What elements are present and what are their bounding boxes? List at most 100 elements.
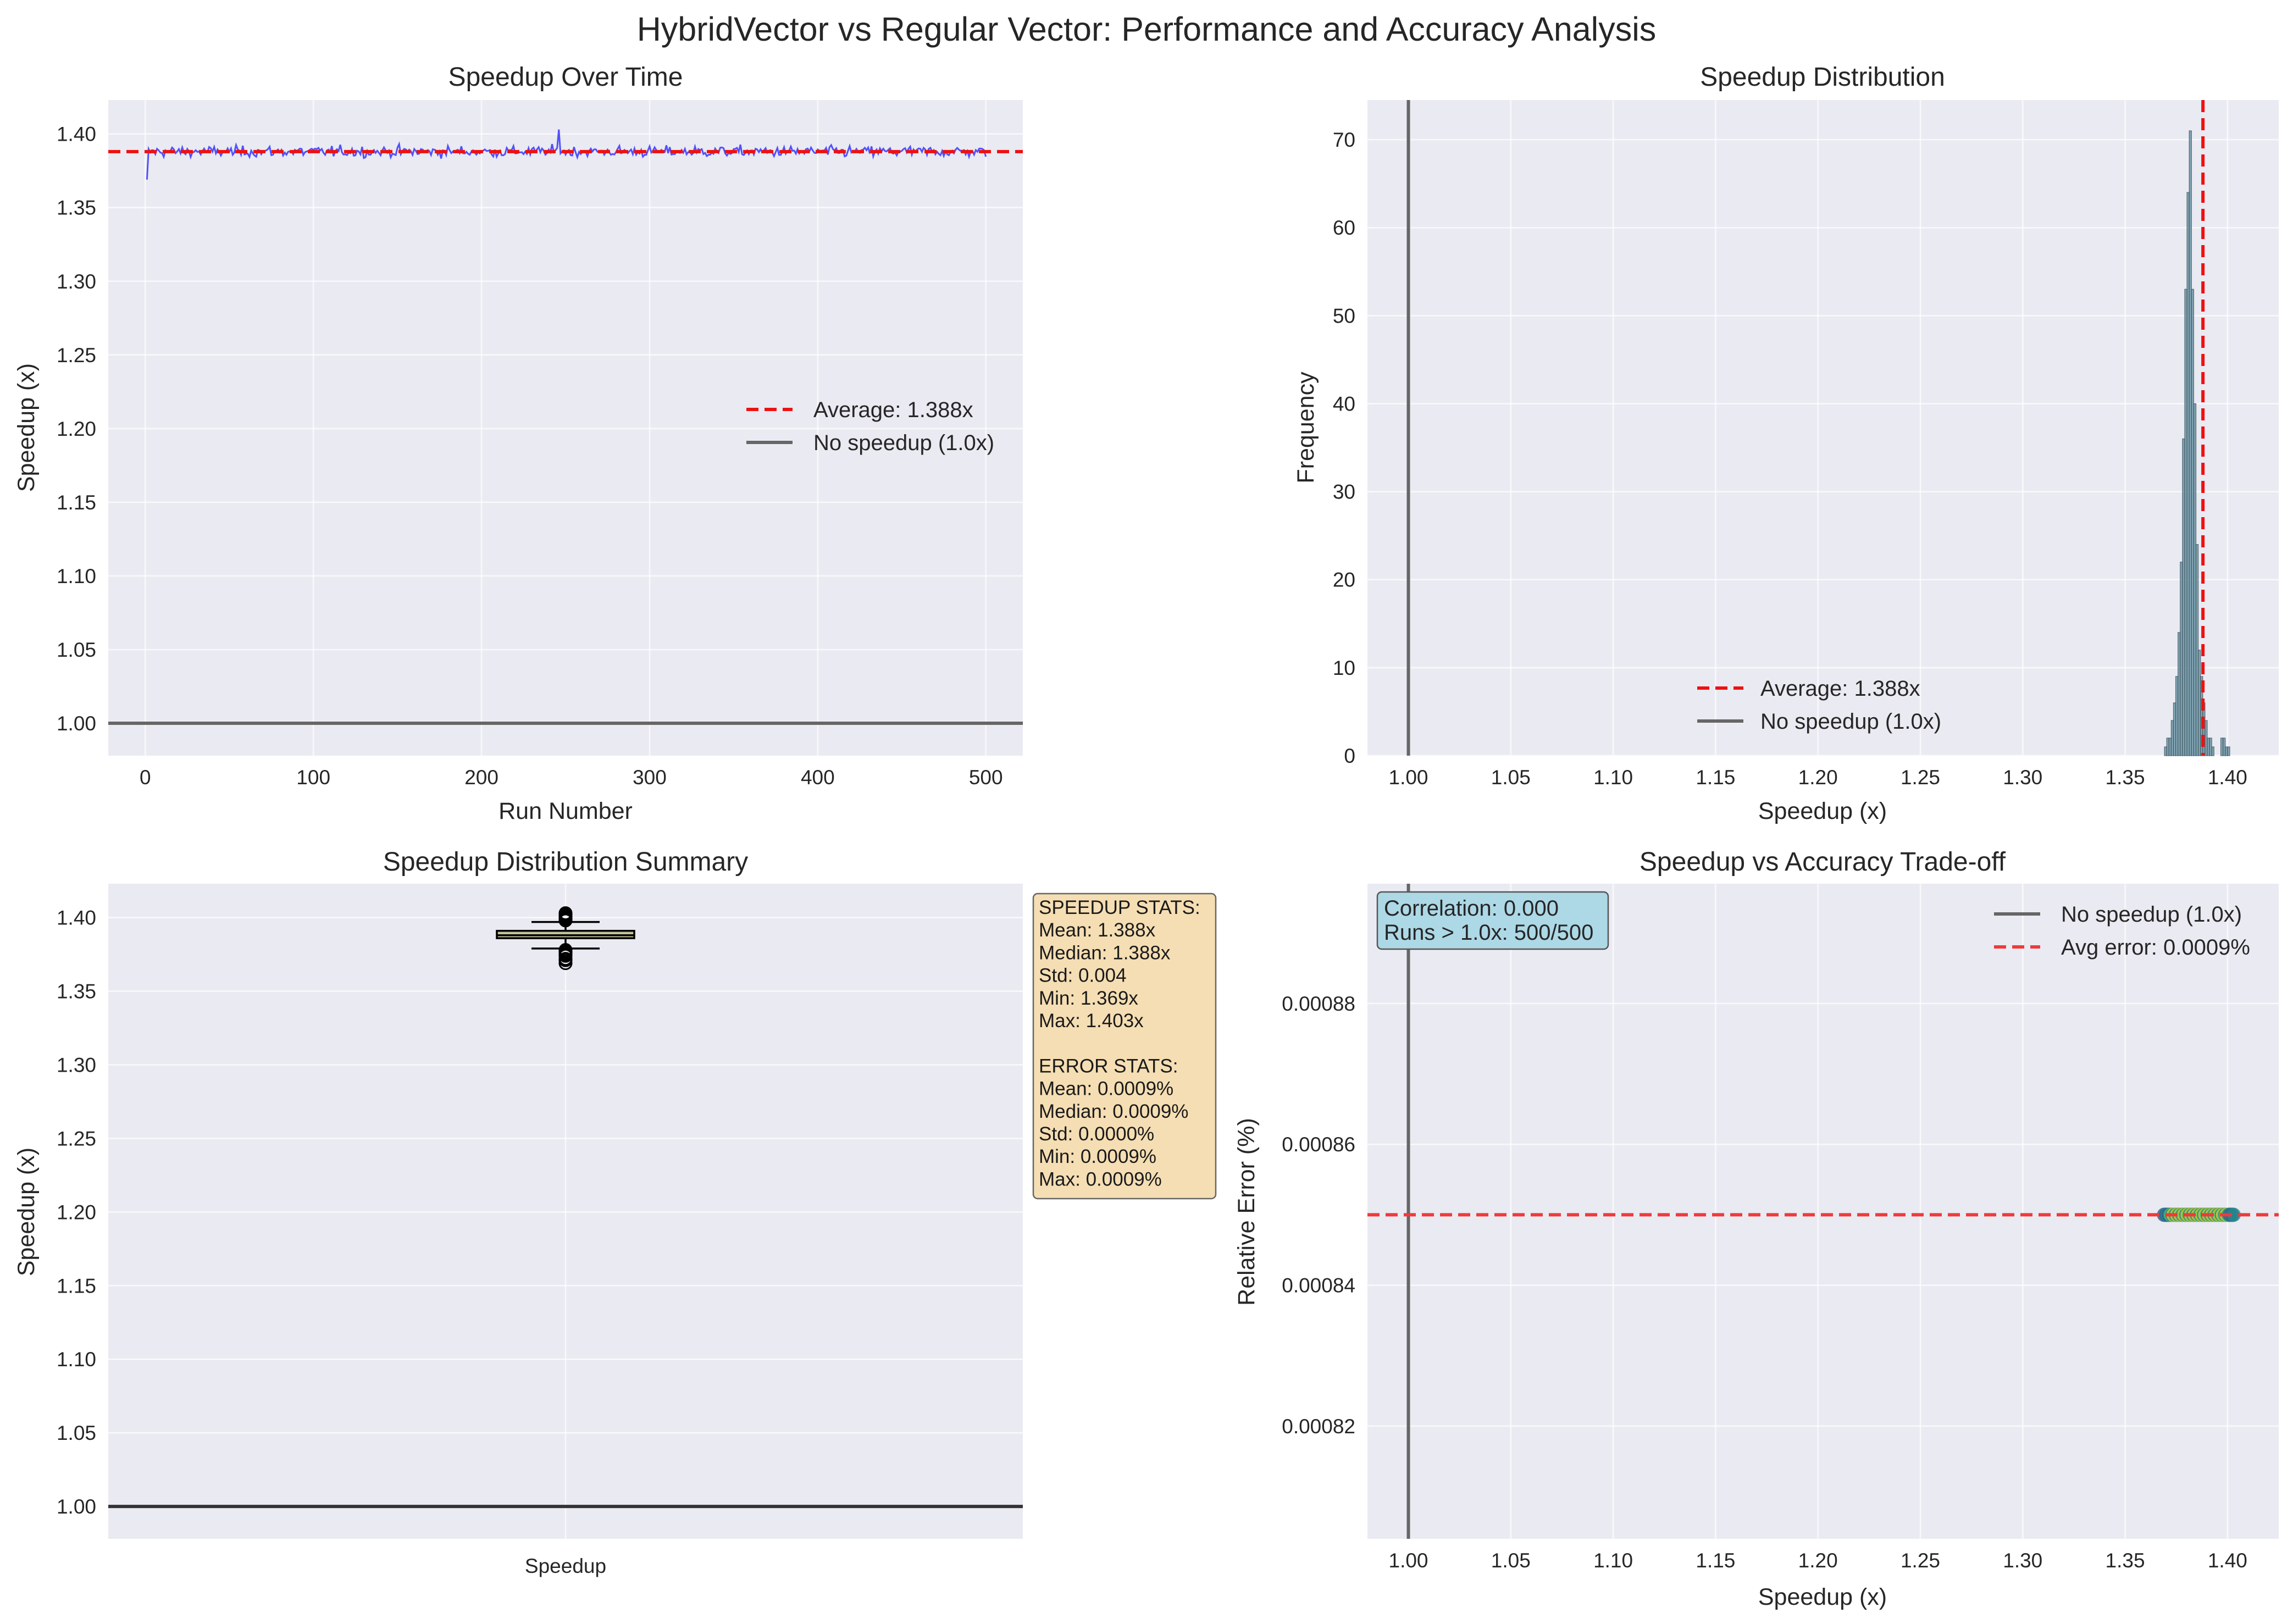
y-tick-label: 20 xyxy=(1333,569,1355,591)
histogram-bar xyxy=(2164,746,2167,756)
y-tick-label: 1.15 xyxy=(57,491,96,514)
x-tick-label: 100 xyxy=(296,766,330,789)
x-tick-label: 1.05 xyxy=(1491,766,1531,789)
histogram-bar xyxy=(2227,746,2230,756)
histogram-bar xyxy=(2207,738,2210,756)
x-tick-label: 1.20 xyxy=(1798,766,1838,789)
speedup-over-time-panel: Speedup Over Time Run Number Speedup (x)… xyxy=(13,63,1023,824)
stats-box xyxy=(1032,893,1217,1200)
legend-avg-error-label: Avg error: 0.0009% xyxy=(2061,935,2250,960)
y-tick-label: 0 xyxy=(1344,745,1355,767)
histogram-bar xyxy=(2168,738,2172,756)
x-tick-label: 1.10 xyxy=(1593,766,1633,789)
y-tick-label: 1.20 xyxy=(57,418,96,440)
histogram-bar xyxy=(2225,746,2228,756)
histogram-bar xyxy=(2182,438,2185,756)
y-tick-label: 1.15 xyxy=(57,1274,96,1297)
x-tick-label: 1.10 xyxy=(1593,1549,1633,1572)
stats-line: Max: 0.0009% xyxy=(1039,1168,1162,1190)
outlier-point xyxy=(558,906,573,921)
histogram-bar xyxy=(2166,738,2169,756)
x-tick-label: 1.00 xyxy=(1389,1549,1428,1572)
histogram-bar xyxy=(2170,720,2174,756)
stats-line: Median: 1.388x xyxy=(1039,942,1171,963)
legend-average-label: Average: 1.388x xyxy=(1760,677,1920,701)
speedup-vs-accuracy-ylabel: Relative Error (%) xyxy=(1233,1118,1260,1306)
stats-line: Mean: 0.0009% xyxy=(1039,1078,1173,1100)
y-tick-label: 1.40 xyxy=(57,123,96,146)
y-tick-label: 1.05 xyxy=(57,639,96,661)
speedup-vs-accuracy-title: Speedup vs Accuracy Trade-off xyxy=(1640,847,2006,877)
legend-no-speedup-label: No speedup (1.0x) xyxy=(1760,710,1941,734)
stats-line: Mean: 1.388x xyxy=(1039,919,1156,941)
x-tick-label: 0 xyxy=(140,766,151,789)
y-tick-label: 1.30 xyxy=(57,270,96,293)
y-tick-label: 70 xyxy=(1333,129,1355,151)
plot-area xyxy=(108,100,1023,756)
speedup-distribution-title: Speedup Distribution xyxy=(1700,63,1945,92)
y-tick-label: 40 xyxy=(1333,392,1355,415)
stats-line: SPEEDUP STATS: xyxy=(1039,897,1200,918)
y-tick-label: 1.10 xyxy=(57,565,96,587)
correlation-line: Runs > 1.0x: 500/500 xyxy=(1384,921,1593,945)
x-tick-label: 1.35 xyxy=(2106,1549,2145,1572)
stats-line: Min: 0.0009% xyxy=(1039,1146,1156,1167)
y-tick-label: 0.00088 xyxy=(1282,993,1355,1015)
x-tick-label: 1.35 xyxy=(2106,766,2145,789)
histogram-bar xyxy=(2209,738,2212,756)
histogram-bar xyxy=(2184,289,2187,756)
speedup-distribution-panel: Speedup Distribution Speedup (x) Frequen… xyxy=(1293,63,2279,824)
y-tick-label: 10 xyxy=(1333,657,1355,679)
y-tick-label: 1.25 xyxy=(57,1127,96,1150)
y-tick-label: 0.00082 xyxy=(1282,1415,1355,1438)
y-tick-label: 1.30 xyxy=(57,1054,96,1076)
stats-line: ERROR STATS: xyxy=(1039,1055,1178,1077)
y-tick-label: 0.00086 xyxy=(1282,1133,1355,1156)
stats-line: Median: 0.0009% xyxy=(1039,1101,1188,1122)
x-tick-label: 1.20 xyxy=(1798,1549,1838,1572)
y-tick-label: 0.00084 xyxy=(1282,1274,1355,1297)
x-tick-label: 300 xyxy=(633,766,667,789)
histogram-bar xyxy=(2211,746,2214,756)
correlation-box xyxy=(1376,891,1609,950)
speedup-summary-panel: Speedup Distribution Summary Speedup (x)… xyxy=(13,847,1217,1577)
plot-area xyxy=(1367,884,2279,1539)
speedup-vs-accuracy-panel: Speedup vs Accuracy Trade-off Speedup (x… xyxy=(1233,847,2279,1610)
histogram-bar xyxy=(2180,562,2183,756)
y-tick-label: 1.35 xyxy=(57,197,96,219)
speedup-summary-title: Speedup Distribution Summary xyxy=(383,847,748,877)
y-tick-label: 1.00 xyxy=(57,1495,96,1518)
histogram-bar xyxy=(2205,720,2208,756)
x-tick-label: 400 xyxy=(801,766,835,789)
histogram-bar xyxy=(2175,676,2179,756)
histogram-bar xyxy=(2186,192,2190,756)
histogram-bar xyxy=(2191,289,2194,756)
x-tick-label: 1.40 xyxy=(2208,766,2247,789)
stats-line: Std: 0.0000% xyxy=(1039,1123,1154,1145)
correlation-line: Correlation: 0.000 xyxy=(1384,896,1559,921)
histogram-bar xyxy=(2220,738,2224,756)
stats-line: Std: 0.004 xyxy=(1039,965,1127,986)
y-tick-label: 60 xyxy=(1333,217,1355,239)
x-tick-label: 1.25 xyxy=(1901,1549,1940,1572)
speedup-over-time-title: Speedup Over Time xyxy=(448,63,683,92)
legend-average-label: Average: 1.388x xyxy=(813,398,973,422)
legend-no-speedup-label: No speedup (1.0x) xyxy=(2061,902,2242,927)
speedup-over-time-ylabel: Speedup (x) xyxy=(13,363,40,492)
x-tick-label: 1.15 xyxy=(1696,766,1735,789)
histogram-bar xyxy=(2197,650,2201,756)
scatter-point xyxy=(2226,1207,2241,1222)
histogram-bar xyxy=(2193,403,2197,756)
y-tick-label: 30 xyxy=(1333,481,1355,503)
legend-no-speedup-label: No speedup (1.0x) xyxy=(813,431,994,455)
x-tick-label: 1.30 xyxy=(2003,766,2042,789)
stats-line: Max: 1.403x xyxy=(1039,1010,1144,1032)
x-tick-label: 1.25 xyxy=(1901,766,1940,789)
speedup-over-time-xlabel: Run Number xyxy=(499,798,633,824)
stats-line: Min: 1.369x xyxy=(1039,988,1138,1009)
speedup-vs-accuracy-xlabel: Speedup (x) xyxy=(1758,1584,1887,1610)
y-tick-label: 50 xyxy=(1333,304,1355,327)
histogram-bar xyxy=(2202,702,2206,756)
x-tick-label: 200 xyxy=(464,766,499,789)
